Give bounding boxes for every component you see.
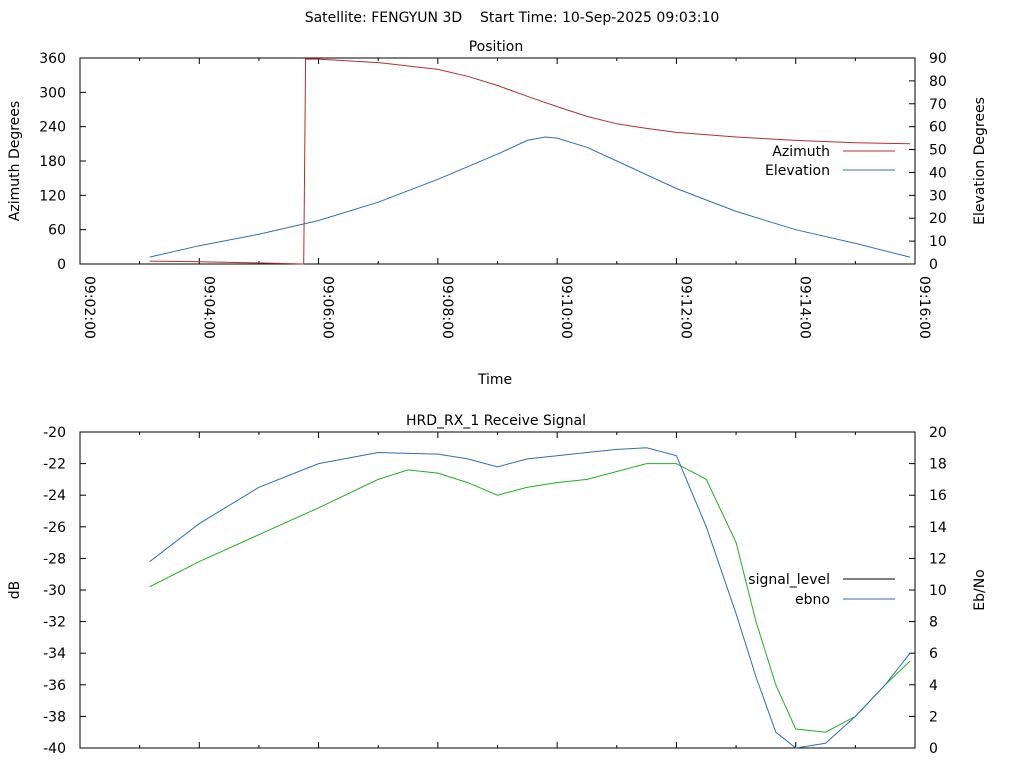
position-y-axis-tick-label: 180 [39, 154, 66, 170]
signal-y2-axis-tick-label: 2 [929, 709, 938, 725]
signal-y2-axis-tick-label: 18 [929, 457, 947, 473]
signal-y2-axis-tick-label: 20 [929, 425, 947, 441]
position-y2-axis-tick-label: 40 [929, 165, 947, 181]
signal-y2-axis-tick-label: 14 [929, 520, 947, 536]
signal-y-axis-tick-label: -40 [43, 741, 66, 757]
position-y2-axis-tick-label: 20 [929, 211, 947, 227]
position-x-axis-tick-label: 09:04:00 [200, 276, 216, 339]
position-chart-title: Position [469, 39, 524, 55]
position-x-axis-tick-label: 09:02:00 [81, 276, 97, 339]
legend-label-azimuth: Azimuth [772, 144, 830, 160]
signal-y-axis-tick-label: -34 [43, 646, 66, 662]
figure-title: Satellite: FENGYUN 3D Start Time: 10-Sep… [305, 10, 720, 26]
signal-y-axis-tick-label: -22 [43, 457, 66, 473]
signal-chart-title: HRD_RX_1 Receive Signal [406, 413, 586, 429]
position-y2-axis-tick-label: 70 [929, 97, 947, 113]
signal-y-axis: -40 -38 -36 -34 -32 -30 -28 -26 -24 -22 -20 [43, 425, 86, 757]
position-y2-axis-tick-label: 90 [929, 51, 947, 67]
position-x-axis-tick-label: 09:12:00 [677, 276, 693, 339]
signal-chart: HRD_RX_1 Receive Signal -40-38-36-34-32-… [7, 413, 988, 757]
signal-y-axis-tick-label: -20 [43, 425, 66, 441]
signal-y-axis-tick-label: -38 [43, 709, 66, 725]
signal-y2-axis-tick-label: 8 [929, 615, 938, 631]
signal-y2-axis: 0 2 4 6 8 10 12 14 16 18 20 [909, 425, 947, 757]
legend-label-ebno: ebno [795, 592, 830, 608]
legend-label-elevation: Elevation [765, 163, 830, 179]
position-series [149, 58, 911, 265]
position-y2-axis-tick-label: 10 [929, 234, 947, 250]
signal-y-axis-tick-label: -32 [43, 615, 66, 631]
signal-y2-axis-tick-label: 10 [929, 583, 947, 599]
signal-y2-axis-tick-label: 6 [929, 646, 938, 662]
position-y2-axis-tick-label: 50 [929, 143, 947, 159]
position-y-axis-tick-label: 360 [39, 51, 66, 67]
position-y2-axis-tick-label: 0 [929, 257, 938, 273]
position-x-axis-tick-label: 09:08:00 [439, 276, 455, 339]
position-x-axis-tick-label: 09:14:00 [797, 276, 813, 339]
legend-label-signal-level: signal_level [748, 572, 830, 588]
position-y2-axis: 0 10 20 30 40 50 60 70 80 90 [909, 51, 947, 273]
position-y2-label: Elevation Degrees [972, 97, 988, 225]
signal-level-series [149, 463, 911, 733]
signal-y-label: dB [7, 581, 23, 600]
signal-y2-label: Eb/No [972, 569, 988, 611]
position-chart: Position 0 60 120 180 240 300 360 0 10 20 30 40 50 6… [7, 39, 988, 388]
signal-series [149, 447, 911, 749]
position-legend: Azimuth Elevation [765, 144, 895, 179]
position-y2-axis-tick-label: 60 [929, 120, 947, 136]
position-y-axis-tick-label: 240 [39, 120, 66, 136]
position-y-axis-tick-label: 300 [39, 85, 66, 101]
position-y2-axis-tick-label: 30 [929, 188, 947, 204]
signal-y2-axis-tick-label: 4 [929, 678, 938, 694]
position-y-axis-tick-label: 120 [39, 188, 66, 204]
signal-y2-axis-tick-label: 12 [929, 551, 947, 567]
position-y-axis-tick-label: 60 [48, 223, 66, 239]
position-x-axis-tick-label: 09:06:00 [320, 276, 336, 339]
position-x-label: Time [477, 372, 512, 388]
signal-y-axis-tick-label: -24 [43, 488, 66, 504]
position-y-axis-tick-label: 0 [57, 257, 66, 273]
position-plot-frame [79, 57, 916, 265]
position-y-label: Azimuth Degrees [7, 101, 23, 221]
signal-plot-frame [79, 431, 916, 749]
signal-y-axis-tick-label: -36 [43, 678, 66, 694]
signal-y2-axis-tick-label: 0 [929, 741, 938, 757]
signal-y-axis-tick-label: -26 [43, 520, 66, 536]
azimuth-series [149, 58, 911, 265]
position-x-axis-tick-label: 09:10:00 [558, 276, 574, 339]
position-y-axis: 0 60 120 180 240 300 360 [39, 51, 86, 273]
position-x-axis: 09:02:00 09:04:00 09:06:00 09:08:00 09:10:00… [81, 58, 932, 339]
signal-y-axis-tick-label: -28 [43, 551, 66, 567]
position-y2-axis-tick-label: 80 [929, 74, 947, 90]
signal-y2-axis-tick-label: 16 [929, 488, 947, 504]
signal-y-axis-tick-label: -30 [43, 583, 66, 599]
signal-legend: signal_level ebno [748, 572, 895, 608]
position-x-axis-tick-label: 09:16:00 [916, 276, 932, 339]
signal-x-axis [139, 432, 856, 748]
